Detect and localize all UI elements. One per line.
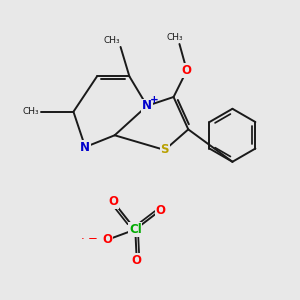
Text: O: O xyxy=(132,254,142,267)
Text: S: S xyxy=(160,143,169,157)
Text: N: N xyxy=(142,99,152,112)
Text: CH₃: CH₃ xyxy=(167,33,183,42)
Text: ·: · xyxy=(80,233,84,246)
Text: +: + xyxy=(150,95,159,105)
Text: CH₃: CH₃ xyxy=(103,37,120,46)
Text: Cl: Cl xyxy=(129,223,142,236)
Text: O: O xyxy=(102,233,112,246)
Text: −: − xyxy=(88,232,98,245)
Text: O: O xyxy=(182,64,192,77)
Text: N: N xyxy=(80,141,90,154)
Text: O: O xyxy=(155,204,165,217)
Text: O: O xyxy=(108,195,118,208)
Text: CH₃: CH₃ xyxy=(23,107,40,116)
